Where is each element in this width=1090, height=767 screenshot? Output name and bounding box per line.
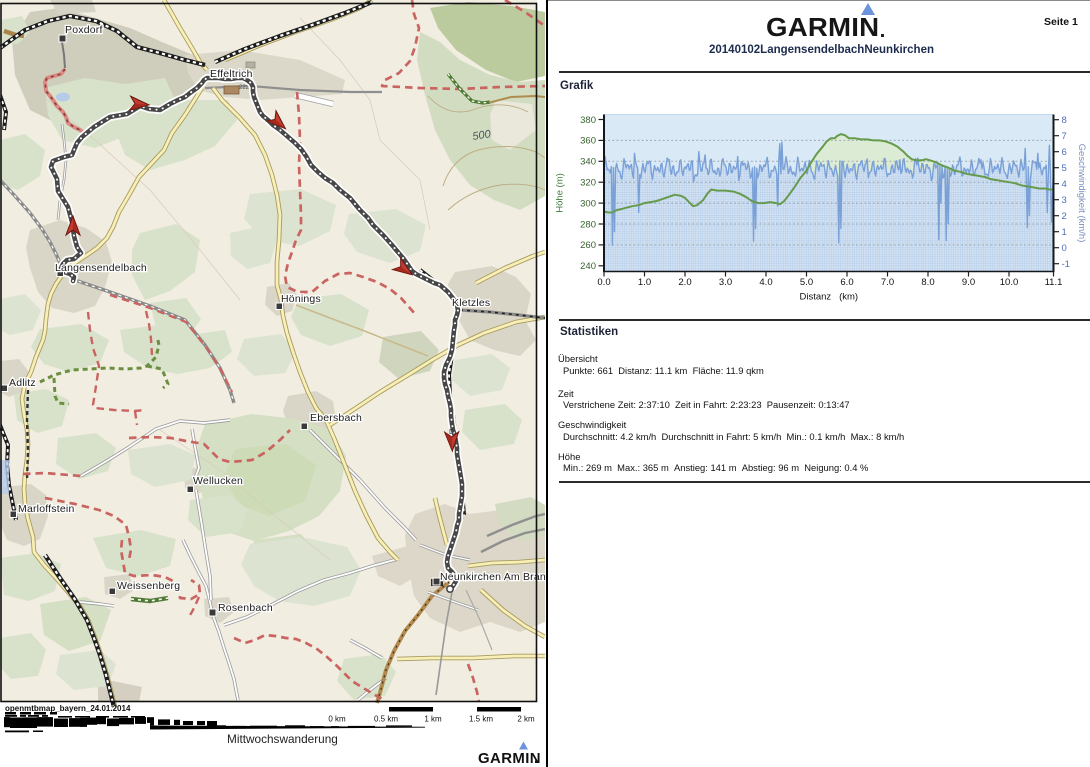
svg-text:2: 2 — [1062, 211, 1067, 222]
svg-text:380: 380 — [580, 115, 596, 126]
svg-text:openmtbmap_bayern_24.01.2014: openmtbmap_bayern_24.01.2014 — [5, 704, 131, 713]
svg-text:8: 8 — [1062, 115, 1067, 126]
svg-text:2 km: 2 km — [517, 715, 535, 724]
svg-text:280: 280 — [580, 219, 596, 230]
svg-text:4: 4 — [1062, 179, 1067, 190]
svg-text:300: 300 — [580, 198, 596, 209]
svg-text:Adlitz: Adlitz — [9, 377, 36, 389]
svg-text:7: 7 — [1062, 131, 1067, 142]
svg-text:Rosenbach: Rosenbach — [218, 602, 273, 614]
svg-text:Wellucken: Wellucken — [193, 475, 243, 487]
svg-text:240: 240 — [580, 261, 596, 272]
svg-text:360: 360 — [580, 136, 596, 147]
svg-text:Kletzles: Kletzles — [452, 297, 490, 309]
svg-text:0.5 km: 0.5 km — [374, 715, 398, 724]
svg-text:Effeltrich: Effeltrich — [210, 68, 253, 80]
svg-text:2227: 2227 — [239, 85, 253, 91]
svg-text:1.5 km: 1.5 km — [469, 715, 493, 724]
svg-text:8.0: 8.0 — [921, 277, 934, 288]
svg-text:Poxdorf: Poxdorf — [65, 24, 103, 36]
svg-text:D: D — [449, 429, 454, 436]
svg-text:6.0: 6.0 — [840, 277, 853, 288]
svg-text:500: 500 — [472, 128, 493, 143]
svg-text:0 km: 0 km — [328, 715, 346, 724]
svg-text:6: 6 — [1062, 147, 1067, 158]
svg-text:Ebersbach: Ebersbach — [310, 412, 362, 424]
svg-text:5.0: 5.0 — [800, 277, 813, 288]
svg-text:Langensendelbach: Langensendelbach — [55, 262, 147, 274]
svg-text:-1: -1 — [1062, 259, 1070, 270]
svg-text:4.0: 4.0 — [759, 277, 772, 288]
svg-text:Marloffstein: Marloffstein — [18, 503, 74, 515]
svg-text:1.0: 1.0 — [638, 277, 651, 288]
svg-text:Geschwindigkeit (km/h): Geschwindigkeit (km/h) — [1076, 144, 1087, 243]
svg-text:10.0: 10.0 — [1000, 277, 1019, 288]
svg-text:5: 5 — [1062, 163, 1067, 174]
svg-text:GARMIN: GARMIN — [478, 751, 541, 767]
svg-text:3: 3 — [1062, 195, 1067, 206]
svg-text:Weissenberg: Weissenberg — [117, 580, 180, 592]
svg-text:Hönings: Hönings — [281, 293, 321, 305]
svg-text:1: 1 — [1062, 227, 1067, 238]
svg-text:7.0: 7.0 — [881, 277, 894, 288]
svg-text:340: 340 — [580, 157, 596, 168]
svg-text:Mittwochswanderung: Mittwochswanderung — [227, 732, 338, 746]
svg-text:320: 320 — [580, 178, 596, 189]
svg-text:11.1: 11.1 — [1045, 277, 1063, 288]
svg-text:Höhe (m): Höhe (m) — [555, 173, 566, 213]
svg-text:1 km: 1 km — [424, 715, 442, 724]
svg-text:2.0: 2.0 — [678, 277, 691, 288]
svg-text:9.0: 9.0 — [962, 277, 975, 288]
svg-text:0: 0 — [1062, 243, 1067, 254]
svg-text:Neunkirchen Am Bran: Neunkirchen Am Bran — [440, 571, 545, 583]
svg-text:3.0: 3.0 — [719, 277, 732, 288]
svg-text:260: 260 — [580, 240, 596, 251]
svg-text:Distanz (km): Distanz (km) — [800, 292, 859, 303]
svg-text:0.0: 0.0 — [597, 277, 610, 288]
